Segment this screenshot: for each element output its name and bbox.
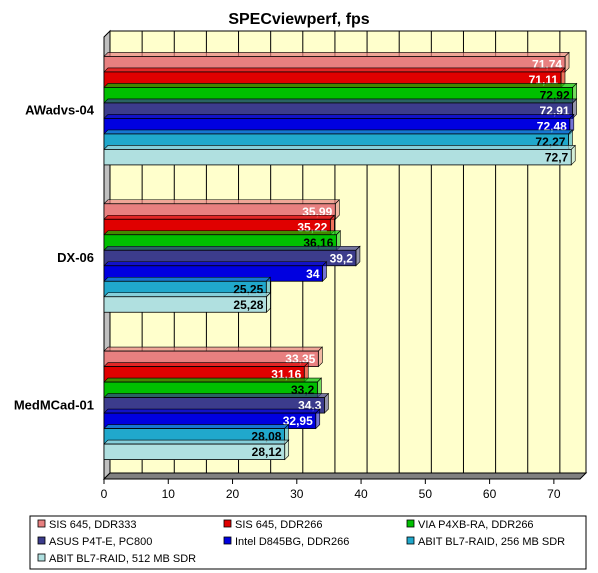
bar-top-face: [103, 145, 576, 150]
bar-top-face: [103, 439, 290, 445]
bar-top-face: [103, 292, 272, 298]
plot-floor: [102, 472, 588, 480]
x-tick-label: 50: [419, 487, 433, 501]
category-label: DX-06: [57, 250, 94, 265]
legend-label: ASUS P4T-E, PC800: [49, 536, 152, 548]
x-tick-label: 0: [101, 487, 108, 501]
bar: [103, 443, 286, 460]
legend-swatch: [223, 536, 232, 545]
bar-top-face: [103, 393, 330, 398]
bar-top-face: [103, 276, 271, 282]
category-label: AWadvs-04: [25, 103, 95, 118]
legend-label: SIS 645, DDR333: [49, 519, 136, 531]
x-tick-label: 60: [483, 487, 497, 501]
legend-swatch: [223, 519, 232, 528]
legend-label: Intel D845BG, DDR266: [235, 536, 349, 548]
bar-top-face: [103, 214, 336, 220]
bar-top-face: [103, 230, 342, 236]
x-tick-label: 30: [290, 487, 304, 501]
plot-area: AWadvs-0471,7471,1172,9272,9172,4872,277…: [14, 29, 588, 501]
x-tick-label: 10: [162, 487, 176, 501]
bar-top-face: [103, 98, 578, 104]
legend-swatch: [406, 536, 415, 545]
data-label: 39,2: [330, 251, 354, 265]
bar-top-face: [103, 114, 575, 119]
category-label: MedMCad-01: [14, 397, 94, 412]
data-label: 72,7: [545, 150, 569, 164]
bar-top-face: [103, 245, 361, 251]
bar-top-face: [103, 408, 321, 414]
legend: SIS 645, DDR333 SIS 645, DDR266 VIA P4XB-R…: [29, 515, 587, 570]
data-label: 28,12: [252, 445, 282, 459]
bar-top-face: [103, 129, 574, 135]
data-label: 25,28: [233, 298, 263, 312]
legend-swatch: [406, 519, 415, 528]
bar: [103, 149, 572, 166]
bar-top-face: [103, 52, 570, 57]
legend-swatch: [37, 519, 46, 528]
bar-top-face: [103, 261, 328, 267]
bar-top-face: [103, 67, 566, 73]
legend-swatch: [37, 553, 46, 562]
legend-box: [29, 515, 587, 570]
bar-top-face: [103, 83, 578, 88]
x-tick-label: 70: [547, 487, 561, 501]
chart-title: SPECviewperf, fps: [228, 11, 369, 28]
bar-top-face: [103, 377, 323, 383]
x-tick-label: 40: [354, 487, 368, 501]
legend-label: ABIT BL7-RAID, 512 MB SDR: [49, 553, 196, 565]
bar-top-face: [103, 346, 324, 352]
legend-label: SIS 645, DDR266: [235, 519, 322, 531]
bar-top-face: [103, 424, 290, 429]
legend-label: VIA P4XB-RA, DDR266: [418, 519, 534, 531]
data-label: 32,95: [283, 414, 313, 428]
x-tick-label: 20: [226, 487, 240, 501]
legend-swatch: [37, 536, 46, 545]
bar: [103, 296, 267, 313]
bar-top-face: [103, 362, 309, 367]
bar-top-face: [103, 199, 341, 205]
legend-label: ABIT BL7-RAID, 256 MB SDR: [418, 536, 565, 548]
data-label: 34: [306, 267, 320, 281]
